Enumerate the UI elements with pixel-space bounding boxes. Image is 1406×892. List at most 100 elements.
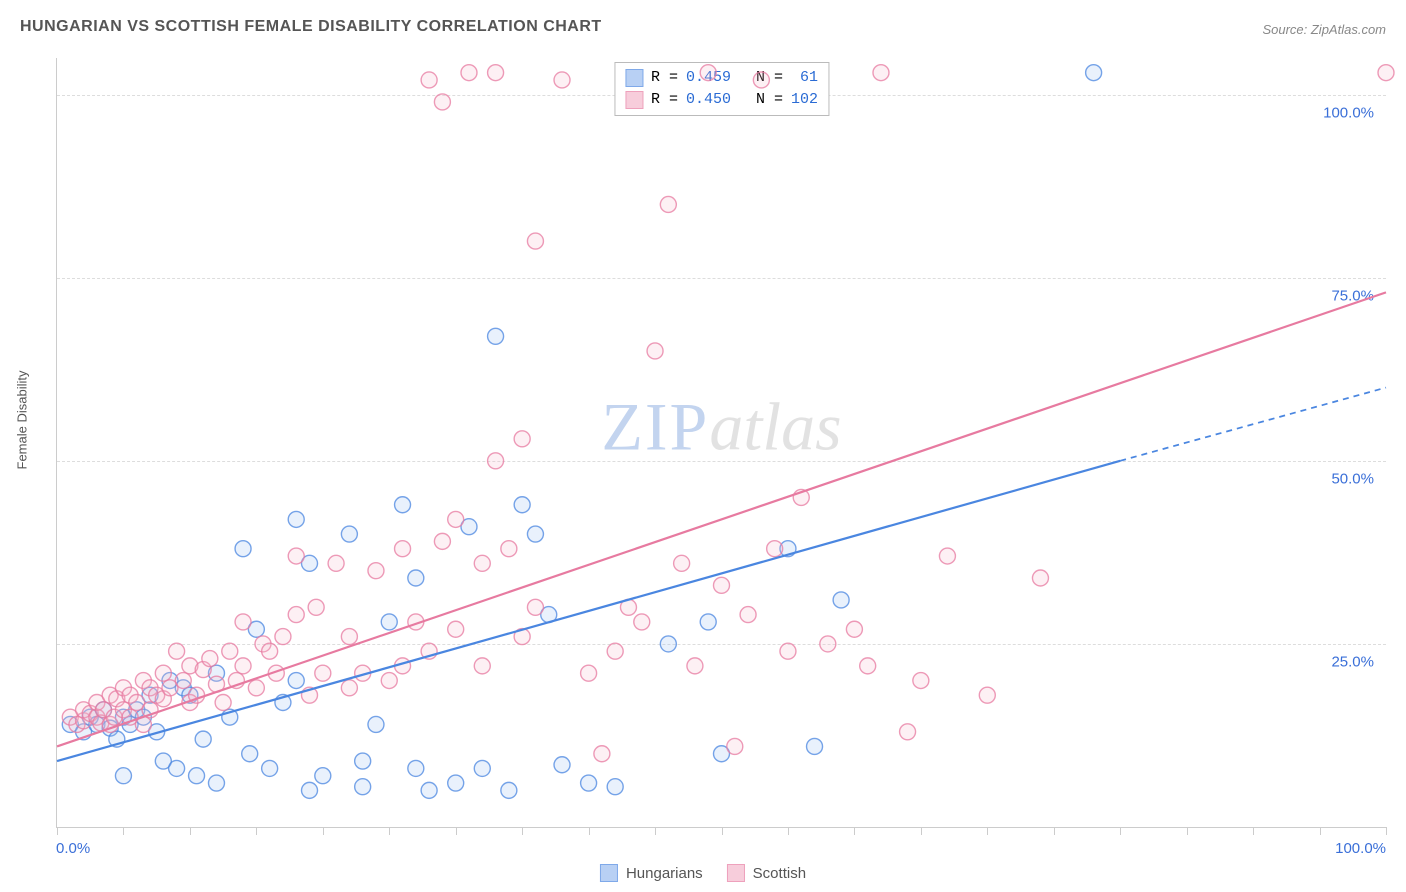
data-point [767, 541, 783, 557]
data-point [753, 72, 769, 88]
trend-line [57, 292, 1386, 746]
data-point [488, 65, 504, 81]
data-point [434, 533, 450, 549]
data-point [700, 614, 716, 630]
data-point [115, 768, 131, 784]
data-point [381, 673, 397, 689]
data-point [647, 343, 663, 359]
data-point [594, 746, 610, 762]
data-point [527, 599, 543, 615]
data-point [660, 196, 676, 212]
data-point [1086, 65, 1102, 81]
data-point [461, 65, 477, 81]
data-point [175, 673, 191, 689]
data-point [242, 746, 258, 762]
data-point [474, 555, 490, 571]
data-point [514, 497, 530, 513]
data-point [833, 592, 849, 608]
data-point [248, 680, 264, 696]
data-point [700, 65, 716, 81]
source-label: Source: ZipAtlas.com [1262, 22, 1386, 37]
data-point [474, 658, 490, 674]
data-point [660, 636, 676, 652]
data-point [189, 768, 205, 784]
trend-line-extrapolated [1120, 388, 1386, 461]
data-point [514, 431, 530, 447]
data-point [308, 599, 324, 615]
data-point [341, 680, 357, 696]
data-point [687, 658, 703, 674]
data-point [634, 614, 650, 630]
data-point [288, 511, 304, 527]
data-point [355, 779, 371, 795]
data-point [939, 548, 955, 564]
data-point [328, 555, 344, 571]
data-point [395, 541, 411, 557]
data-point [607, 779, 623, 795]
data-point [235, 658, 251, 674]
data-point [235, 614, 251, 630]
data-point [860, 658, 876, 674]
data-point [1032, 570, 1048, 586]
data-point [368, 563, 384, 579]
series-legend: Hungarians Scottish [600, 864, 806, 882]
data-point [527, 526, 543, 542]
data-point [288, 673, 304, 689]
data-point [262, 760, 278, 776]
legend-label-scottish: Scottish [753, 865, 806, 882]
plot-area: ZIPatlas 25.0%50.0%75.0%100.0% R = 0.459… [56, 58, 1386, 828]
data-point [674, 555, 690, 571]
data-point [381, 614, 397, 630]
data-point [807, 738, 823, 754]
data-point [368, 716, 384, 732]
data-point [554, 757, 570, 773]
data-point [208, 775, 224, 791]
data-point [222, 643, 238, 659]
data-point [169, 643, 185, 659]
y-axis-label: Female Disability [15, 371, 30, 470]
data-point [1378, 65, 1394, 81]
data-point [820, 636, 836, 652]
data-point [395, 497, 411, 513]
chart-title: HUNGARIAN VS SCOTTISH FEMALE DISABILITY … [20, 18, 602, 36]
data-point [740, 607, 756, 623]
data-point [607, 643, 623, 659]
data-point [421, 72, 437, 88]
data-point [408, 570, 424, 586]
data-point [315, 665, 331, 681]
data-point [302, 782, 318, 798]
trend-line [57, 461, 1120, 761]
data-point [846, 621, 862, 637]
data-point [780, 643, 796, 659]
data-point [527, 233, 543, 249]
legend-item-scottish: Scottish [727, 864, 806, 882]
data-point [501, 541, 517, 557]
data-point [727, 738, 743, 754]
data-point [900, 724, 916, 740]
data-point [355, 753, 371, 769]
data-point [315, 768, 331, 784]
data-point [288, 548, 304, 564]
x-axis-min-label: 0.0% [56, 840, 90, 857]
data-point [408, 760, 424, 776]
data-point [488, 453, 504, 469]
data-point [341, 526, 357, 542]
plot-svg [57, 58, 1386, 827]
legend-item-hungarians: Hungarians [600, 864, 703, 882]
data-point [169, 760, 185, 776]
legend-label-hungarians: Hungarians [626, 865, 703, 882]
data-point [341, 629, 357, 645]
legend-swatch-scottish-bottom [727, 864, 745, 882]
data-point [581, 665, 597, 681]
data-point [434, 94, 450, 110]
data-point [488, 328, 504, 344]
data-point [448, 621, 464, 637]
data-point [714, 577, 730, 593]
data-point [474, 760, 490, 776]
data-point [873, 65, 889, 81]
x-axis-max-label: 100.0% [1335, 840, 1386, 857]
data-point [288, 607, 304, 623]
data-point [448, 775, 464, 791]
data-point [421, 782, 437, 798]
data-point [913, 673, 929, 689]
